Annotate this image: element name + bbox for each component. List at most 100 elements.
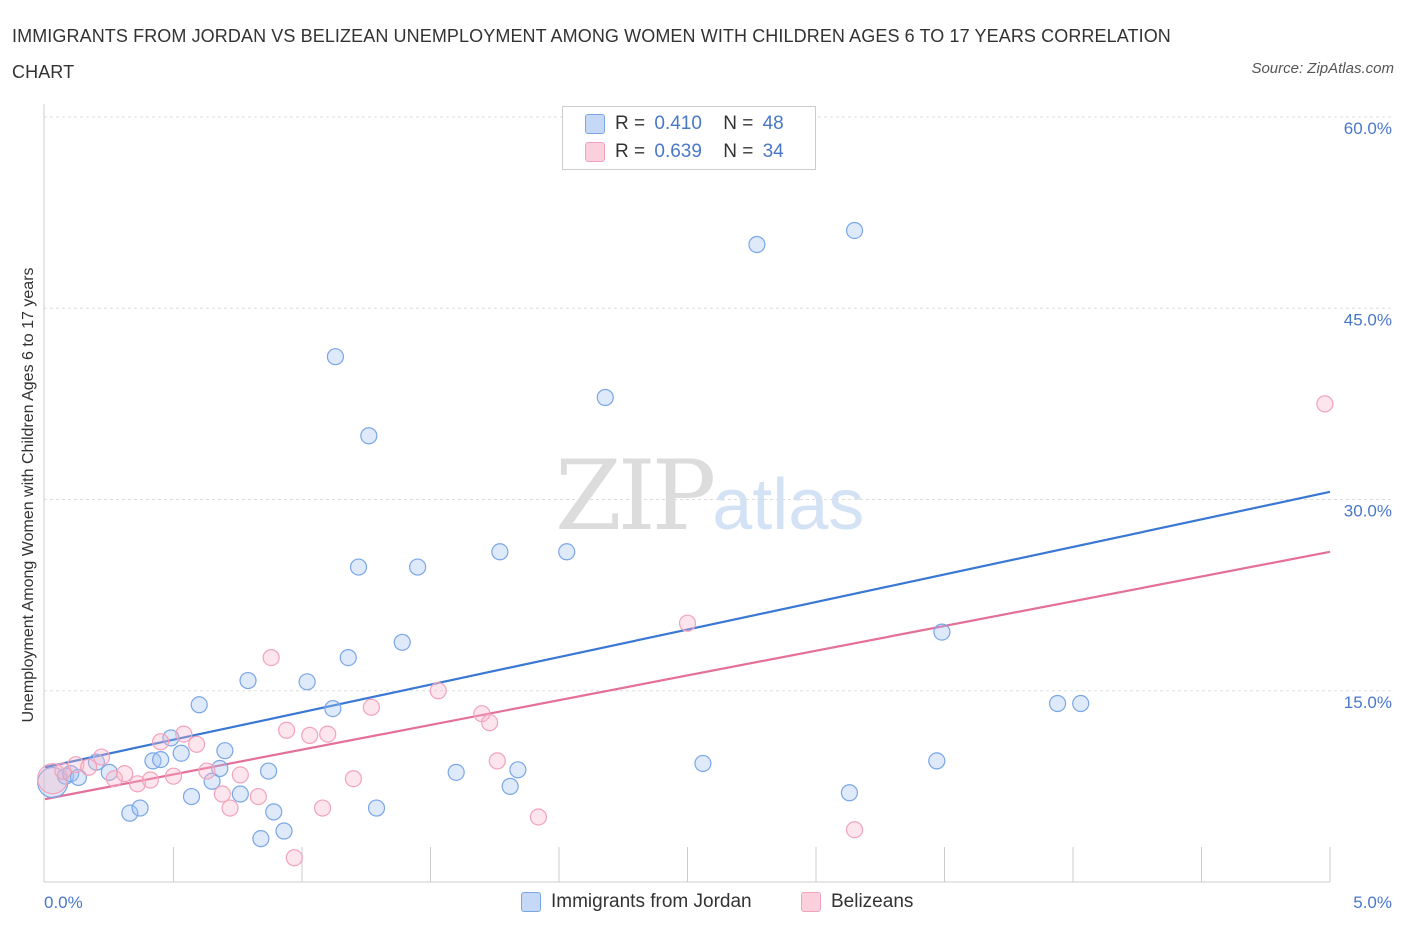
data-point-jordan bbox=[252, 830, 270, 848]
data-point-jordan bbox=[840, 784, 859, 802]
data-point-belize bbox=[301, 726, 319, 744]
data-point-jordan bbox=[845, 221, 864, 240]
data-point-belize bbox=[128, 775, 147, 793]
data-point-jordan bbox=[349, 558, 368, 576]
data-point-jordan bbox=[69, 768, 88, 787]
axes bbox=[43, 104, 1331, 883]
x-tick-label: 5.0% bbox=[1353, 893, 1392, 912]
data-point-jordan bbox=[491, 543, 509, 561]
data-point-jordan bbox=[190, 696, 208, 714]
data-point-jordan bbox=[509, 761, 527, 779]
data-point-jordan bbox=[1072, 694, 1090, 713]
data-point-belize bbox=[678, 614, 697, 632]
tick-labels: 15.0% 30.0% 45.0% 60.0% 0.0% 5.0% bbox=[44, 119, 1392, 912]
data-point-belize bbox=[429, 682, 447, 700]
watermark: ZIPatlas bbox=[555, 440, 864, 552]
legend: R = 0.410 N = 48 R = 0.639 N = 34 bbox=[562, 106, 816, 170]
data-point-jordan bbox=[558, 543, 576, 561]
legend-row-jordan: R = 0.410 N = 48 bbox=[585, 110, 784, 138]
data-point-jordan bbox=[324, 699, 342, 718]
data-point-belize bbox=[319, 725, 337, 743]
y-tick-label: 60.0% bbox=[1344, 119, 1392, 138]
data-point-jordan bbox=[748, 235, 766, 254]
data-point-jordan bbox=[596, 388, 614, 407]
data-point-jordan bbox=[265, 803, 283, 821]
data-point-jordan bbox=[121, 804, 139, 822]
data-point-belize bbox=[80, 758, 98, 776]
data-point-belize bbox=[362, 698, 380, 716]
legend-swatch-jordan bbox=[585, 113, 605, 134]
data-point-belize bbox=[249, 787, 267, 806]
data-point-jordan bbox=[409, 558, 427, 576]
bottom-legend-belize: Belizeans bbox=[801, 889, 913, 915]
legend-r-label: R = bbox=[615, 113, 646, 134]
data-point-belize bbox=[277, 721, 296, 739]
y-tick-label: 45.0% bbox=[1344, 310, 1392, 329]
legend-n-label: N = bbox=[723, 141, 754, 162]
data-point-belize bbox=[92, 748, 111, 766]
data-point-jordan bbox=[203, 772, 221, 790]
data-point-belize bbox=[285, 849, 303, 867]
y-tick-label: 15.0% bbox=[1344, 693, 1392, 712]
data-point-jordan bbox=[501, 777, 519, 795]
data-point-jordan bbox=[182, 787, 201, 806]
data-point-jordan bbox=[393, 633, 411, 651]
trend-line-belize bbox=[44, 550, 1331, 801]
watermark-zip: ZIP bbox=[555, 440, 716, 552]
data-point-belize bbox=[164, 767, 183, 785]
data-point-jordan bbox=[239, 671, 257, 690]
data-point-jordan bbox=[367, 799, 386, 817]
data-point-jordan bbox=[162, 729, 180, 747]
bottom-legend-label-jordan: Immigrants from Jordan bbox=[551, 891, 752, 912]
data-point-jordan bbox=[339, 648, 357, 667]
data-point-jordan bbox=[131, 799, 149, 817]
legend-r-value: 0.410 bbox=[654, 113, 702, 134]
data-point-belize bbox=[344, 770, 362, 788]
data-point-belize bbox=[105, 770, 123, 788]
bottom-legend-jordan: Immigrants from Jordan bbox=[521, 889, 752, 915]
data-point-belize bbox=[175, 725, 193, 743]
data-point-jordan bbox=[275, 822, 293, 840]
data-points bbox=[37, 221, 1334, 867]
legend-r-value: 0.639 bbox=[654, 141, 702, 162]
data-point-belize bbox=[529, 808, 548, 826]
data-point-belize bbox=[67, 756, 85, 774]
chart-source: Source: ZipAtlas.com bbox=[1251, 60, 1394, 77]
data-point-belize bbox=[188, 735, 206, 753]
legend-swatch-belize bbox=[585, 141, 605, 162]
data-point-belize bbox=[198, 762, 216, 780]
data-point-belize bbox=[116, 765, 134, 783]
data-point-belize bbox=[481, 714, 499, 732]
legend-row-belize: R = 0.639 N = 34 bbox=[585, 138, 784, 166]
data-point-jordan bbox=[298, 673, 316, 691]
data-point-jordan bbox=[928, 752, 946, 770]
legend-n-value: 34 bbox=[762, 141, 784, 162]
gridlines bbox=[44, 116, 1392, 692]
data-point-jordan bbox=[326, 348, 345, 366]
data-point-belize bbox=[37, 763, 69, 795]
data-point-belize bbox=[262, 648, 280, 667]
legend-r-label: R = bbox=[615, 141, 646, 162]
data-point-jordan bbox=[172, 744, 190, 762]
data-point-jordan bbox=[933, 623, 951, 641]
data-point-belize bbox=[1316, 395, 1334, 413]
legend-n-label: N = bbox=[723, 113, 754, 134]
chart-title: IMMIGRANTS FROM JORDAN VS BELIZEAN UNEMP… bbox=[12, 26, 1171, 82]
legend-n-value: 48 bbox=[762, 113, 784, 134]
data-point-belize bbox=[313, 799, 332, 817]
data-point-jordan bbox=[152, 750, 170, 769]
watermark-atlas: atlas bbox=[712, 465, 865, 545]
data-point-belize bbox=[213, 785, 231, 803]
x-tick-label: 0.0% bbox=[44, 893, 83, 912]
data-point-jordan bbox=[1048, 694, 1067, 713]
data-point-belize bbox=[231, 766, 249, 784]
data-point-jordan bbox=[259, 762, 278, 780]
data-point-jordan bbox=[447, 763, 465, 781]
data-point-jordan bbox=[211, 759, 229, 778]
data-point-belize bbox=[141, 771, 159, 789]
data-point-belize bbox=[488, 752, 506, 770]
trend-lines bbox=[44, 490, 1331, 801]
bottom-legend-swatch-belize bbox=[801, 891, 821, 912]
data-point-jordan bbox=[231, 785, 249, 803]
